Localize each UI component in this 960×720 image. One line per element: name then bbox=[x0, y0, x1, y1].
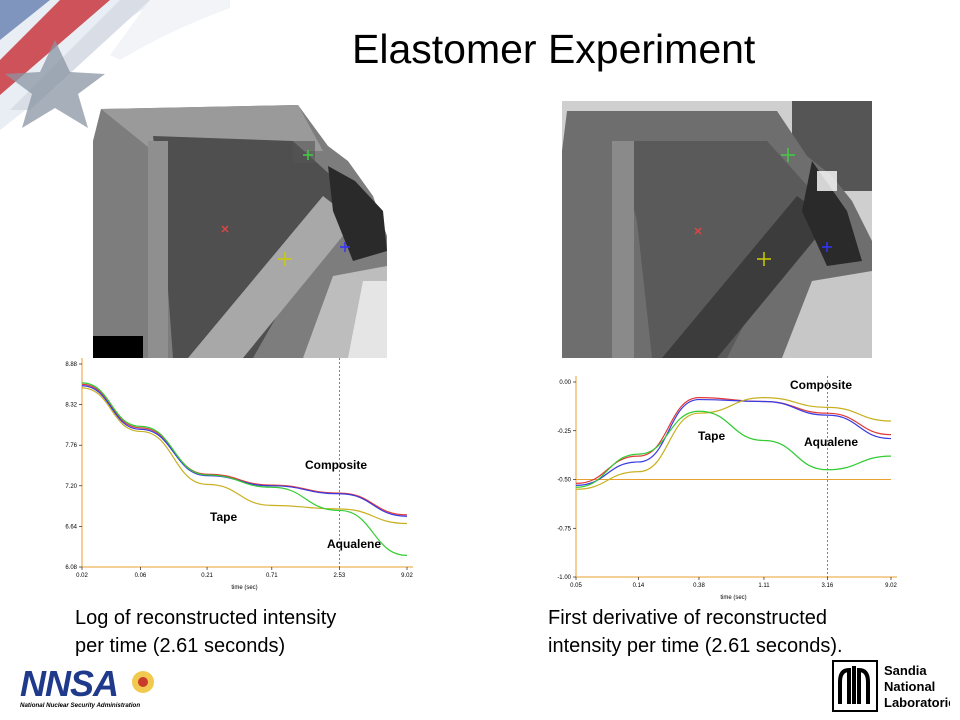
x-tick-label: 0.71 bbox=[266, 573, 278, 579]
annotation-composite: Composite bbox=[790, 378, 852, 392]
ct-image-left bbox=[93, 101, 387, 358]
sandia-logo-line1: Sandia bbox=[884, 663, 927, 678]
series-line-green bbox=[575, 410, 892, 488]
x-tick-label: 0.14 bbox=[633, 583, 645, 589]
annotation-aqualene: Aqualene bbox=[327, 537, 381, 551]
x-tick-label: 9.02 bbox=[401, 573, 413, 579]
series-line-red bbox=[81, 383, 408, 516]
x-axis-title: time (sec) bbox=[231, 585, 257, 591]
caption-left: Log of reconstructed intensity per time … bbox=[75, 607, 337, 657]
annotation-composite: Composite bbox=[305, 458, 367, 472]
annotation-aqualene: Aqualene bbox=[804, 435, 858, 449]
x-tick-label: 0.06 bbox=[135, 573, 147, 579]
y-tick-label: 6.08 bbox=[65, 565, 77, 571]
x-axis-title: time (sec) bbox=[720, 595, 746, 601]
y-tick-label: 8.32 bbox=[65, 403, 77, 409]
x-tick-label: 0.05 bbox=[570, 583, 582, 589]
x-tick-label: 1.11 bbox=[758, 583, 770, 589]
derivative-intensity-chart: 0.00 -0.25 -0.50 -0.75 -1.00 0.05 0.14 0.38 1.11… bbox=[557, 376, 897, 601]
series-line-red bbox=[575, 396, 892, 484]
y-tick-label: 6.64 bbox=[65, 524, 77, 530]
y-tick-label: 0.00 bbox=[559, 380, 571, 386]
series-line-green bbox=[81, 382, 408, 556]
x-tick-label: 3.16 bbox=[822, 583, 834, 589]
x-tick-label: 2.53 bbox=[334, 573, 346, 579]
y-tick-label: -0.75 bbox=[557, 526, 571, 532]
y-tick-label: 7.76 bbox=[65, 443, 77, 449]
series-line-yellow bbox=[575, 396, 892, 490]
y-tick-label: -0.25 bbox=[557, 429, 571, 435]
flag-star-graphic bbox=[0, 0, 230, 130]
nnsa-logo-mark: NNSA bbox=[20, 664, 118, 704]
x-tick-label: 9.02 bbox=[885, 583, 897, 589]
series-line-blue bbox=[81, 385, 408, 517]
slide-title: Elastomer Experiment bbox=[352, 26, 756, 72]
series-line-yellow bbox=[81, 387, 408, 525]
nnsa-logo-subtitle: National Nuclear Security Administration bbox=[20, 702, 140, 709]
ct-image-right bbox=[562, 101, 872, 358]
nnsa-logo: NNSA National Nuclear Security Administr… bbox=[20, 664, 154, 709]
annotation-tape: Tape bbox=[698, 429, 725, 443]
series-line-blue bbox=[575, 398, 892, 486]
sandia-logo: Sandia National Laboratories bbox=[832, 660, 950, 712]
sandia-logo-line2: National bbox=[884, 679, 935, 694]
sandia-logo-line3: Laboratories bbox=[884, 695, 950, 710]
x-tick-label: 0.02 bbox=[76, 573, 88, 579]
y-tick-label: -1.00 bbox=[557, 575, 571, 581]
y-tick-label: 8.88 bbox=[65, 362, 77, 368]
y-tick-label: -0.50 bbox=[557, 478, 571, 484]
log-intensity-chart: 8.88 8.32 7.76 7.20 6.64 6.08 0.02 0.06 0.21 0.71… bbox=[65, 358, 413, 591]
x-tick-label: 0.38 bbox=[693, 583, 705, 589]
x-tick-label: 0.21 bbox=[201, 573, 213, 579]
caption-right: First derivative of reconstructed intens… bbox=[548, 607, 843, 657]
y-tick-label: 7.20 bbox=[65, 484, 77, 490]
annotation-tape: Tape bbox=[210, 510, 237, 524]
